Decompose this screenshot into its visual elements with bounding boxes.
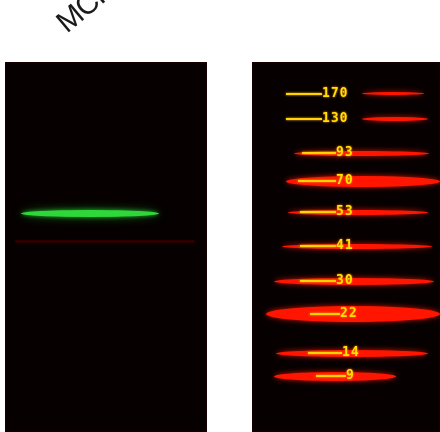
marker-tick-130 [286, 118, 322, 120]
marker-tick-41 [300, 245, 336, 247]
marker-label-41: 41 [336, 238, 354, 253]
marker-label-53: 53 [336, 204, 354, 219]
marker-band-130 [362, 117, 428, 121]
background-band [15, 240, 195, 243]
marker-label-14: 14 [342, 345, 360, 360]
marker-tick-9 [316, 375, 346, 377]
marker-label-30: 30 [336, 273, 354, 288]
marker-label-170: 170 [322, 86, 349, 101]
marker-tick-170 [286, 93, 322, 95]
marker-tick-53 [300, 211, 336, 213]
marker-band-30 [274, 278, 434, 285]
marker-label-9: 9 [346, 368, 355, 383]
marker-band-41 [282, 244, 432, 249]
marker-tick-93 [302, 152, 336, 154]
marker-band-22 [266, 306, 440, 322]
marker-label-93: 93 [336, 145, 354, 160]
marker-label-70: 70 [336, 173, 354, 188]
sample-lane-label: MCF-7 [50, 0, 138, 40]
marker-tick-14 [308, 352, 342, 354]
marker-band-14 [276, 350, 428, 357]
marker-ladder-panel: 170 130 93 70 53 41 30 22 14 9 [252, 62, 440, 432]
sample-blot-panel [5, 62, 207, 432]
marker-band-93 [294, 151, 429, 156]
marker-tick-70 [298, 180, 336, 182]
marker-band-170 [362, 92, 424, 95]
marker-label-22: 22 [340, 306, 358, 321]
marker-label-130: 130 [322, 111, 349, 126]
marker-tick-22 [310, 313, 340, 315]
sample-band [21, 210, 159, 217]
marker-band-70 [286, 176, 440, 187]
marker-band-53 [288, 210, 428, 215]
marker-tick-30 [300, 280, 336, 282]
